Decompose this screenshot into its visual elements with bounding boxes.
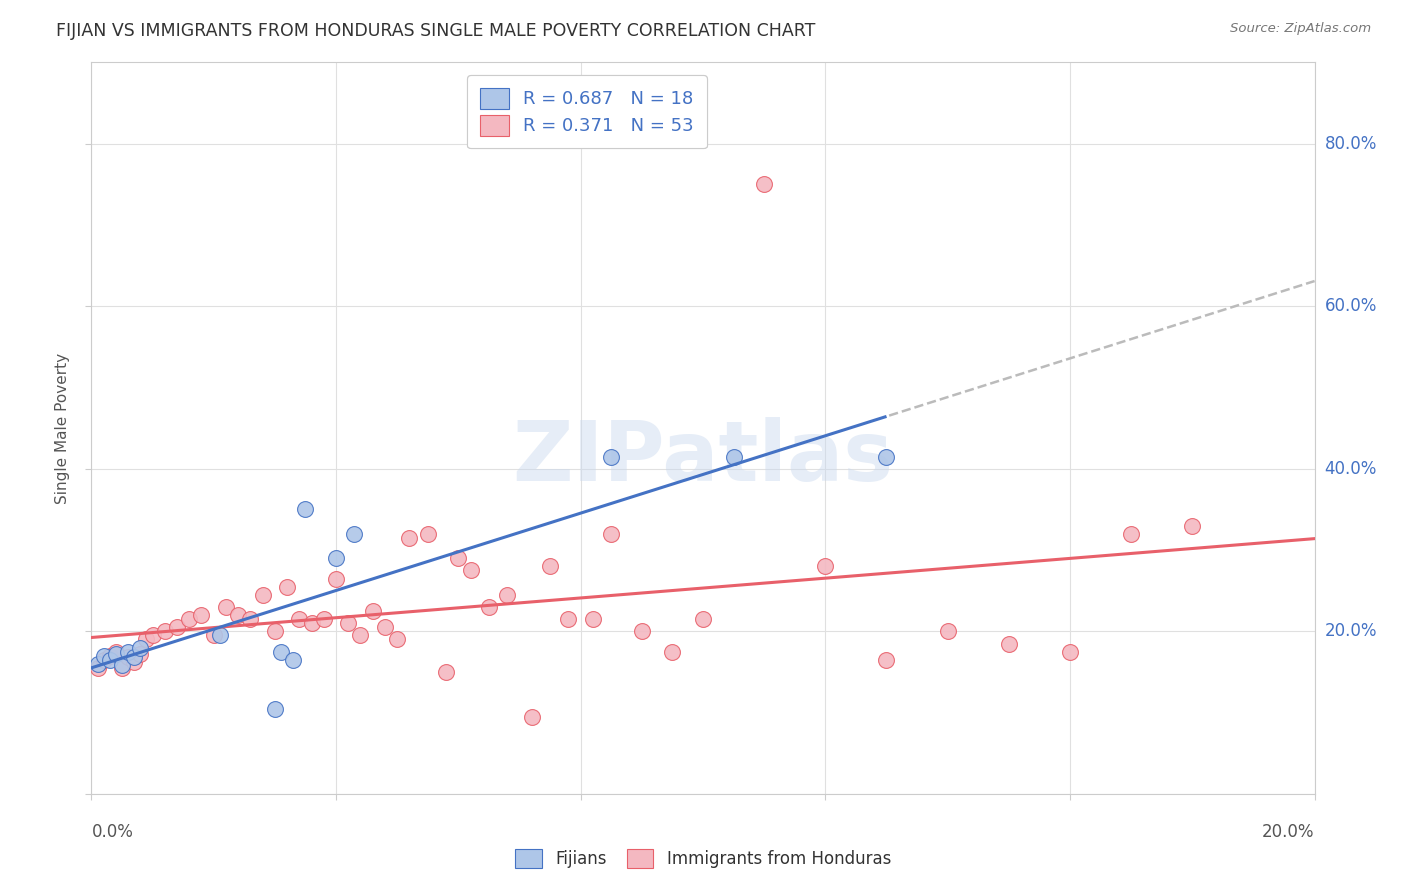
Point	[460, 563, 482, 577]
Point	[312, 612, 335, 626]
Text: 40.0%: 40.0%	[1324, 459, 1376, 478]
Point	[1059, 645, 1081, 659]
Text: 0.0%: 0.0%	[91, 823, 134, 841]
Point	[190, 608, 212, 623]
Point	[349, 628, 371, 642]
Point	[814, 559, 837, 574]
Point	[631, 624, 654, 639]
Point	[270, 645, 292, 659]
Point	[692, 612, 714, 626]
Text: 60.0%: 60.0%	[1324, 297, 1376, 315]
Point	[754, 178, 776, 192]
Point	[661, 645, 683, 659]
Y-axis label: Single Male Poverty: Single Male Poverty	[55, 352, 70, 504]
Point	[98, 653, 121, 667]
Point	[538, 559, 561, 574]
Point	[122, 655, 145, 669]
Point	[117, 645, 139, 659]
Point	[520, 709, 543, 723]
Point	[111, 661, 134, 675]
Point	[875, 450, 898, 464]
Point	[416, 526, 439, 541]
Text: 80.0%: 80.0%	[1324, 135, 1376, 153]
Point	[226, 608, 249, 623]
Point	[875, 653, 898, 667]
Point	[1121, 526, 1143, 541]
Point	[239, 612, 262, 626]
Point	[93, 653, 115, 667]
Point	[104, 647, 127, 661]
Point	[374, 620, 396, 634]
Text: 20.0%: 20.0%	[1324, 623, 1376, 640]
Text: 20.0%: 20.0%	[1263, 823, 1315, 841]
Point	[86, 661, 108, 675]
Point	[294, 502, 316, 516]
Point	[104, 645, 127, 659]
Point	[153, 624, 176, 639]
Point	[600, 450, 623, 464]
Point	[86, 657, 108, 671]
Point	[325, 551, 347, 566]
Point	[135, 632, 157, 647]
Point	[478, 599, 501, 614]
Point	[264, 624, 287, 639]
Point	[111, 658, 134, 673]
Point	[385, 632, 409, 647]
Point	[337, 616, 360, 631]
Point	[447, 551, 470, 566]
Point	[288, 612, 311, 626]
Point	[129, 640, 152, 655]
Point	[998, 636, 1021, 650]
Point	[557, 612, 579, 626]
Point	[1181, 518, 1204, 533]
Point	[202, 628, 225, 642]
Point	[215, 599, 238, 614]
Legend: R = 0.687   N = 18, R = 0.371   N = 53: R = 0.687 N = 18, R = 0.371 N = 53	[467, 75, 707, 148]
Point	[98, 648, 121, 663]
Text: Source: ZipAtlas.com: Source: ZipAtlas.com	[1230, 22, 1371, 36]
Point	[141, 628, 163, 642]
Point	[93, 648, 115, 663]
Point	[582, 612, 605, 626]
Point	[208, 628, 231, 642]
Legend: Fijians, Immigrants from Honduras: Fijians, Immigrants from Honduras	[509, 843, 897, 875]
Point	[496, 588, 519, 602]
Point	[264, 701, 287, 715]
Point	[398, 531, 420, 545]
Text: FIJIAN VS IMMIGRANTS FROM HONDURAS SINGLE MALE POVERTY CORRELATION CHART: FIJIAN VS IMMIGRANTS FROM HONDURAS SINGL…	[56, 22, 815, 40]
Point	[434, 665, 457, 679]
Point	[252, 588, 274, 602]
Point	[361, 604, 384, 618]
Point	[129, 647, 152, 661]
Point	[600, 526, 623, 541]
Point	[283, 653, 305, 667]
Point	[179, 612, 201, 626]
Point	[936, 624, 959, 639]
Point	[122, 650, 145, 665]
Point	[325, 572, 347, 586]
Point	[117, 650, 139, 665]
Point	[301, 616, 323, 631]
Point	[166, 620, 188, 634]
Text: ZIPatlas: ZIPatlas	[513, 417, 893, 498]
Point	[276, 580, 298, 594]
Point	[723, 450, 745, 464]
Point	[343, 526, 366, 541]
